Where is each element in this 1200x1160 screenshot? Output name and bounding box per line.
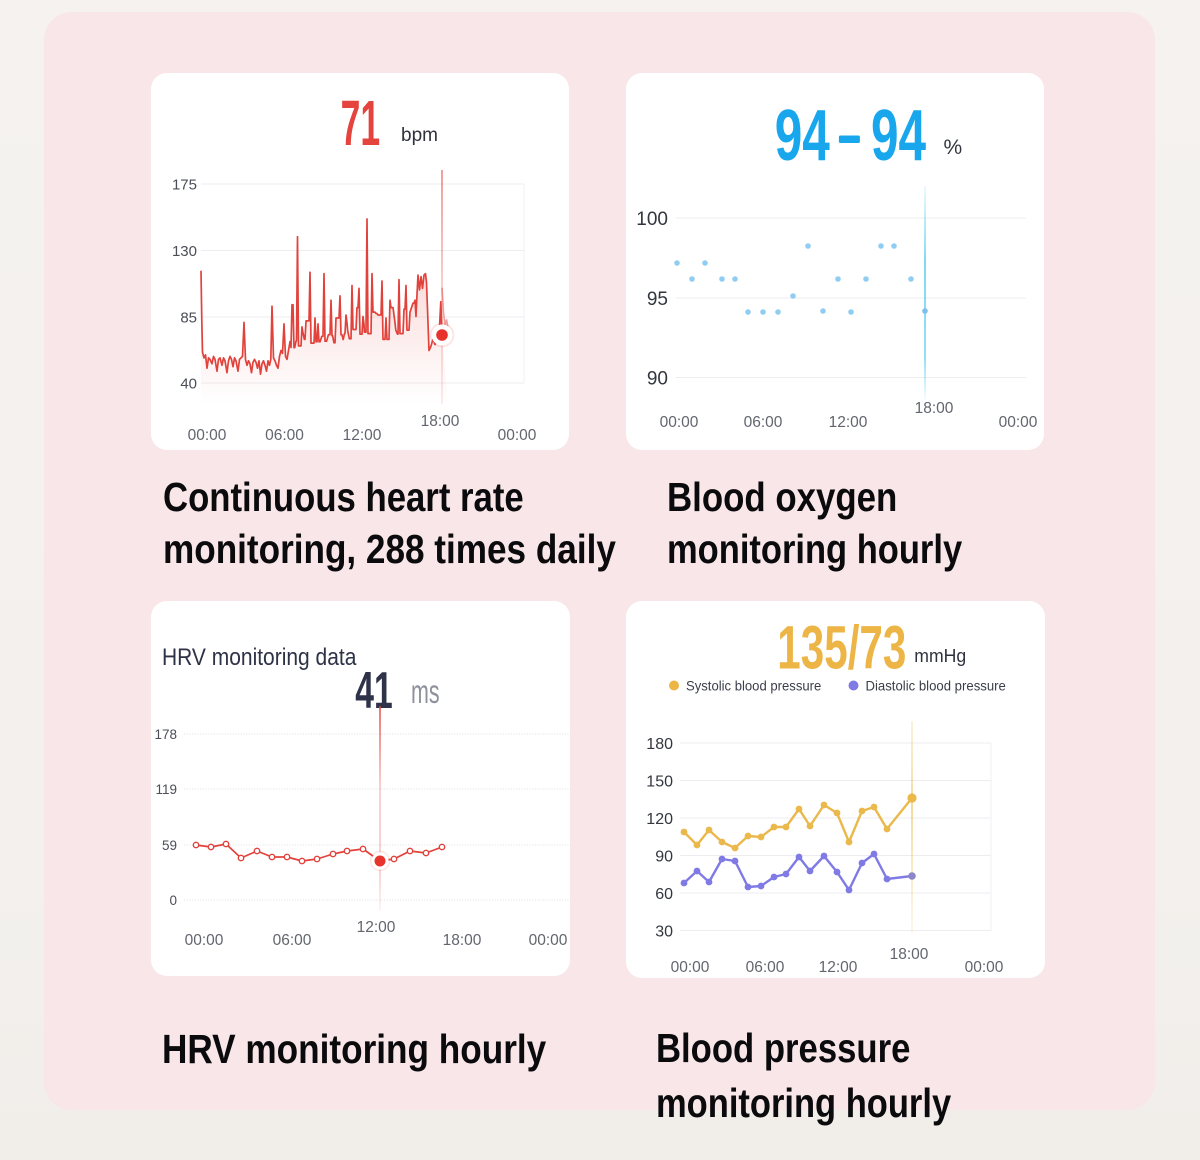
svg-text:40: 40 <box>180 375 197 392</box>
svg-text:150: 150 <box>646 773 673 790</box>
svg-text:12:00: 12:00 <box>829 414 868 431</box>
svg-text:130: 130 <box>172 243 197 260</box>
svg-text:94: 94 <box>871 96 927 176</box>
svg-text:00:00: 00:00 <box>671 959 710 976</box>
svg-text:HRV monitoring data: HRV monitoring data <box>162 644 357 671</box>
svg-text:HRV monitoring hourly: HRV monitoring hourly <box>162 1027 547 1073</box>
svg-text:mmHg: mmHg <box>914 646 966 666</box>
svg-text:71: 71 <box>341 87 381 159</box>
svg-text:Systolic blood pressure: Systolic blood pressure <box>686 678 821 693</box>
svg-text:monitoring hourly: monitoring hourly <box>667 527 962 572</box>
svg-text:30: 30 <box>655 923 673 940</box>
svg-text:12:00: 12:00 <box>819 959 858 976</box>
svg-text:monitoring, 288 times daily: monitoring, 288 times daily <box>163 526 617 572</box>
svg-text:Continuous heart rate: Continuous heart rate <box>163 475 524 520</box>
svg-text:94: 94 <box>775 96 831 176</box>
svg-text:Blood oxygen: Blood oxygen <box>667 475 897 520</box>
svg-text:120: 120 <box>646 811 673 828</box>
svg-text:90: 90 <box>647 368 668 389</box>
svg-text:ms: ms <box>411 673 440 710</box>
svg-text:00:00: 00:00 <box>188 427 227 444</box>
svg-text:0: 0 <box>169 893 177 908</box>
svg-text:18:00: 18:00 <box>915 400 954 417</box>
svg-text:monitoring hourly: monitoring hourly <box>656 1081 951 1126</box>
svg-text:135/73: 135/73 <box>777 615 906 682</box>
svg-text:59: 59 <box>162 838 177 853</box>
svg-text:00:00: 00:00 <box>999 414 1038 431</box>
svg-text:60: 60 <box>655 886 673 903</box>
svg-text:18:00: 18:00 <box>443 932 482 949</box>
svg-text:100: 100 <box>636 209 668 230</box>
svg-text:178: 178 <box>154 727 177 742</box>
svg-text:18:00: 18:00 <box>421 413 460 430</box>
svg-text:00:00: 00:00 <box>185 932 224 949</box>
svg-text:06:00: 06:00 <box>265 427 304 444</box>
svg-text:18:00: 18:00 <box>890 946 929 963</box>
svg-text:00:00: 00:00 <box>965 959 1004 976</box>
svg-text:06:00: 06:00 <box>273 932 312 949</box>
svg-text:90: 90 <box>655 848 673 865</box>
svg-text:00:00: 00:00 <box>529 932 568 949</box>
svg-text:41: 41 <box>355 662 392 720</box>
svg-text:00:00: 00:00 <box>498 427 537 444</box>
svg-text:12:00: 12:00 <box>357 919 396 936</box>
svg-text:95: 95 <box>647 289 668 310</box>
svg-text:12:00: 12:00 <box>343 427 382 444</box>
svg-text:06:00: 06:00 <box>744 414 783 431</box>
svg-text:Blood pressure: Blood pressure <box>656 1026 910 1071</box>
svg-text:00:00: 00:00 <box>660 414 699 431</box>
svg-text:%: % <box>944 136 963 159</box>
svg-text:85: 85 <box>180 309 197 326</box>
svg-text:06:00: 06:00 <box>746 959 785 976</box>
svg-text:175: 175 <box>172 176 197 193</box>
svg-text:180: 180 <box>646 736 673 753</box>
svg-text:bpm: bpm <box>401 125 438 146</box>
svg-text:119: 119 <box>155 782 177 797</box>
svg-text:Diastolic blood pressure: Diastolic blood pressure <box>866 678 1006 693</box>
